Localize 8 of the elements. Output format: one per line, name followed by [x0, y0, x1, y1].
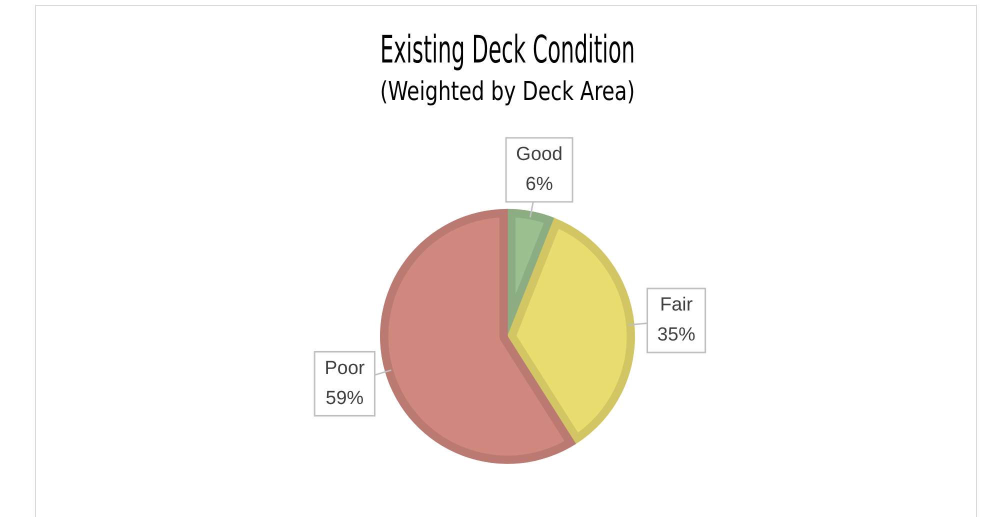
- chart-subtitle: (Weighted by Deck Area): [380, 75, 635, 107]
- slice-label: Good: [516, 144, 563, 166]
- data-label: 35%: [657, 324, 696, 346]
- slice-label: Fair: [660, 294, 694, 316]
- chart-title: Existing Deck Condition: [380, 28, 635, 73]
- data-label: 59%: [326, 388, 364, 409]
- slice-label: Poor: [324, 358, 366, 379]
- data-label: 6%: [526, 174, 554, 196]
